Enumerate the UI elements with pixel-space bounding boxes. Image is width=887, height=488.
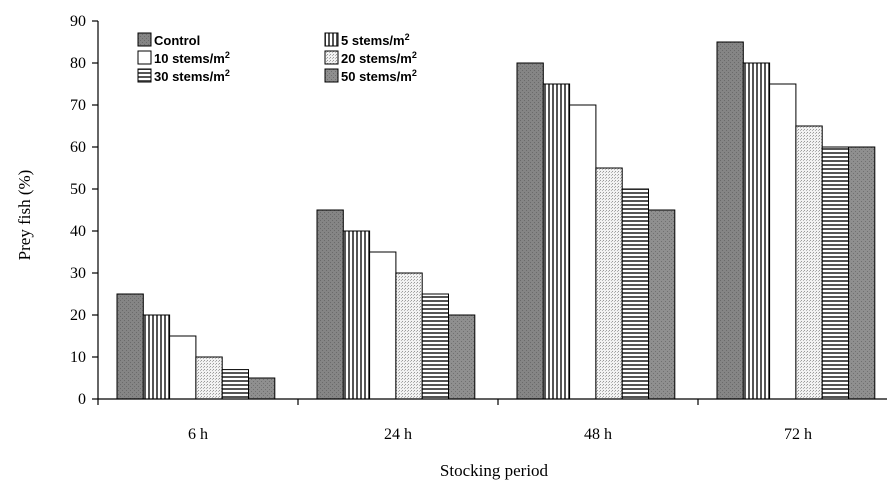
y-tick-label: 70: [70, 97, 86, 114]
bar-6h-series-5: [221, 369, 249, 400]
y-tick-label: 10: [70, 349, 86, 366]
bar-6h-series-1: [116, 293, 144, 400]
bar-24h-series-5: [421, 293, 450, 400]
legend-swatch: [324, 50, 339, 65]
bar-6h-series-4: [195, 356, 223, 400]
bar-6h-series-2: [142, 314, 171, 400]
axes-layer: 0 10 20 30 40 50 60 70 80 90 6 h 24 h 48 h 72 h: [70, 13, 887, 443]
legend-swatch: [137, 68, 152, 83]
x-tick-label: 6 h: [188, 426, 208, 443]
y-tick-label: 30: [70, 265, 86, 282]
legend: Control 5 stems/m2 10 stems/m2 20 stems/m2 3…: [137, 32, 417, 84]
bar-48h-series-4: [595, 167, 623, 400]
bar-6h-series-3: [169, 335, 197, 400]
legend-label: Control: [154, 33, 200, 48]
bars-layer: [116, 41, 876, 400]
legend-swatch: [137, 50, 152, 65]
y-tick-label: 0: [78, 391, 86, 408]
bar-24h-series-4: [395, 272, 423, 400]
bar-24h-series-6: [448, 314, 476, 400]
y-tick-label: 40: [70, 223, 86, 240]
legend-swatch: [324, 32, 339, 47]
x-tick-label: 24 h: [384, 426, 412, 443]
bar-72h-series-1: [716, 41, 744, 400]
bar-72h-series-5: [821, 146, 850, 400]
legend-swatch: [137, 32, 152, 47]
legend-swatch: [324, 68, 339, 83]
legend-label: 5 stems/m2: [341, 32, 410, 48]
bar-24h-series-1: [316, 209, 344, 400]
bar-72h-series-4: [795, 125, 823, 400]
bar-24h-series-2: [342, 230, 371, 400]
y-tick-label: 90: [70, 13, 86, 30]
y-tick-label: 80: [70, 55, 86, 72]
bar-24h-series-3: [369, 251, 397, 400]
y-tick-label: 50: [70, 181, 86, 198]
y-tick-label: 20: [70, 307, 86, 324]
legend-label: 30 stems/m2: [154, 68, 230, 84]
x-axis-title: Stocking period: [440, 461, 549, 480]
bar-6h-series-6: [248, 377, 276, 400]
y-tick-label: 60: [70, 139, 86, 156]
bar-48h-series-5: [621, 188, 650, 400]
bar-48h-series-3: [569, 104, 597, 400]
bar-48h-series-2: [542, 83, 571, 400]
bar-48h-series-1: [516, 62, 544, 400]
bar-72h-series-3: [769, 83, 797, 400]
bar-48h-series-6: [648, 209, 676, 400]
bar-72h-series-2: [742, 62, 771, 400]
bar-72h-series-6: [848, 146, 876, 400]
legend-label: 10 stems/m2: [154, 50, 230, 66]
x-tick-label: 72 h: [784, 426, 812, 443]
legend-label: 50 stems/m2: [341, 68, 417, 84]
x-tick-label: 48 h: [584, 426, 612, 443]
legend-label: 20 stems/m2: [341, 50, 417, 66]
y-axis-title: Prey fish (%): [15, 170, 34, 261]
